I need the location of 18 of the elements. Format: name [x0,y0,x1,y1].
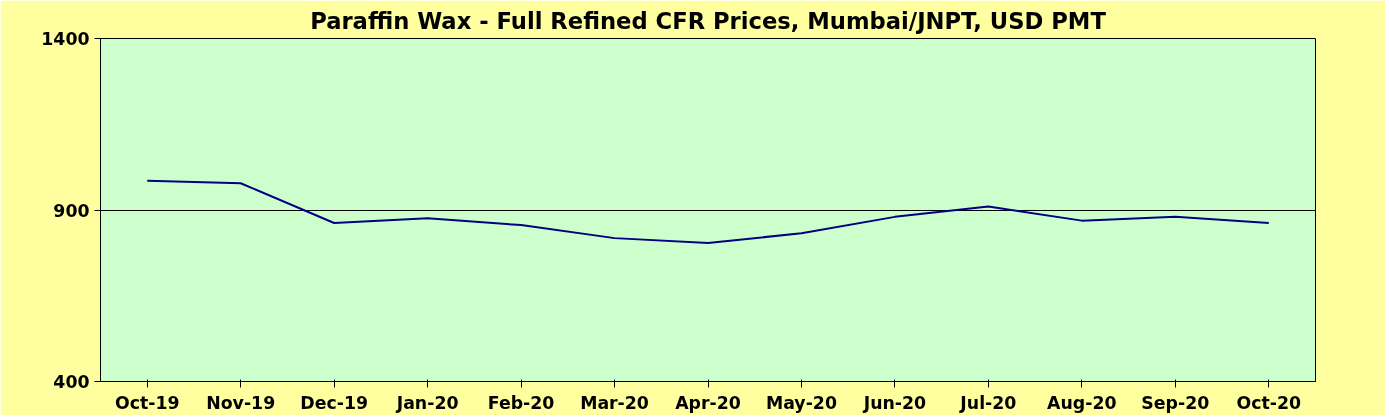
line-series [146,179,1270,244]
x-tick-label: Jan-20 [395,392,459,413]
y-tick-label: 1400 [41,29,90,49]
x-tick-label: Oct-20 [1236,392,1302,413]
chart-title: Paraffin Wax - Full Refined CFR Prices, Mumbai/JNPT, USD PMT [310,7,1107,34]
x-tick-label: Nov-19 [206,392,276,413]
x-tick-label: May-20 [765,392,837,413]
x-tick-label: Aug-20 [1047,392,1117,413]
x-tick-label: Mar-20 [580,392,649,413]
x-tick-label: Jun-20 [862,392,927,413]
x-tick-label: Sep-20 [1141,392,1210,413]
x-tick-label: Dec-19 [300,392,369,413]
x-tick-label: Oct-19 [114,392,180,413]
y-tick-label: 900 [53,200,90,221]
x-tick-label: Apr-20 [675,392,741,413]
y-tick-label: 400 [53,372,90,392]
x-tick-label: Jul-20 [959,392,1017,413]
x-tick-label: Feb-20 [487,392,555,413]
